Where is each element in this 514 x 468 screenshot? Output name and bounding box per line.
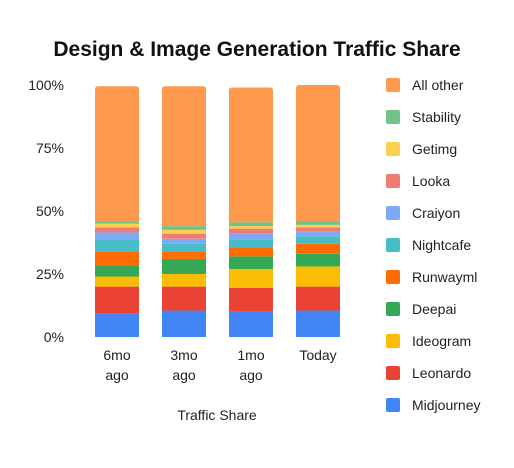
legend-item: Nightcafe — [386, 237, 471, 253]
x-tick-label: 3mo ago — [170, 347, 197, 383]
legend-swatch — [386, 302, 400, 316]
legend-swatch — [386, 366, 400, 380]
legend-label: Getimg — [412, 141, 457, 157]
bar-segment — [229, 228, 273, 234]
bar-segment — [95, 86, 139, 222]
bar-segment — [229, 226, 273, 229]
legend-label: Runwayml — [412, 269, 477, 285]
legend-item: Ideogram — [386, 333, 471, 349]
bar-segment — [162, 86, 206, 227]
y-tick-label: 0% — [44, 329, 64, 345]
bar-stack — [296, 85, 340, 337]
legend-item: Stability — [386, 109, 461, 125]
legend-item: Getimg — [386, 141, 457, 157]
legend-swatch — [386, 398, 400, 412]
bar-stack — [95, 86, 139, 337]
x-tick-label: 6mo ago — [103, 347, 130, 383]
bar-segment — [296, 253, 340, 267]
bar-segment — [95, 251, 139, 266]
bar-segment — [229, 287, 273, 312]
bar-segment — [162, 233, 206, 239]
legend-item: Runwayml — [386, 269, 477, 285]
bar-segment — [95, 265, 139, 277]
legend-label: Leonardo — [412, 365, 471, 381]
bar-segment — [95, 276, 139, 287]
bar-segment — [296, 266, 340, 287]
bar-segment — [95, 221, 139, 224]
x-axis-label: Traffic Share — [177, 407, 257, 423]
x-axis-ticks: 6mo ago 3mo ago 1mo ago Today — [103, 347, 336, 383]
bar-segment — [229, 233, 273, 240]
legend-item: Deepai — [386, 301, 456, 317]
bars-group — [95, 85, 340, 337]
bar-segment — [162, 229, 206, 234]
bar-segment — [162, 258, 206, 274]
x-tick-label: 1mo ago — [237, 347, 264, 383]
bar-segment — [296, 236, 340, 244]
bar-segment — [296, 310, 340, 337]
legend-swatch — [386, 238, 400, 252]
bar-segment — [296, 243, 340, 254]
legend-swatch — [386, 110, 400, 124]
bar-stack — [162, 86, 206, 337]
bar-segment — [95, 239, 139, 252]
legend-item: Looka — [386, 173, 450, 189]
legend-label: Midjourney — [412, 397, 480, 413]
bar-segment — [296, 221, 340, 225]
y-tick-label: 25% — [36, 266, 64, 282]
y-tick-label: 50% — [36, 203, 64, 219]
legend-label: Stability — [412, 109, 461, 125]
bar-segment — [95, 227, 139, 233]
bar-stack — [229, 87, 273, 337]
y-axis-ticks: 0% 25% 50% 75% 100% — [28, 77, 64, 345]
legend-label: Ideogram — [412, 333, 471, 349]
legend-item: Craiyon — [386, 205, 460, 221]
bar-segment — [229, 222, 273, 227]
legend-swatch — [386, 142, 400, 156]
chart-title: Design & Image Generation Traffic Share — [53, 38, 460, 61]
bar-segment — [296, 85, 340, 222]
legend-item: All other — [386, 77, 464, 93]
bar-segment — [95, 286, 139, 314]
bar-segment — [229, 247, 273, 257]
legend-item: Leonardo — [386, 365, 471, 381]
y-tick-label: 75% — [36, 140, 64, 156]
bar-segment — [229, 87, 273, 223]
legend-swatch — [386, 270, 400, 284]
bar-segment — [162, 243, 206, 252]
bar-segment — [162, 251, 206, 259]
bar-segment — [95, 313, 139, 337]
legend-label: Deepai — [412, 301, 456, 317]
bar-segment — [229, 256, 273, 269]
bar-segment — [229, 311, 273, 337]
bar-segment — [95, 232, 139, 240]
bar-segment — [229, 239, 273, 248]
bar-segment — [162, 226, 206, 230]
legend-item: Midjourney — [386, 397, 480, 413]
legend-label: Looka — [412, 173, 450, 189]
legend-swatch — [386, 78, 400, 92]
legend-swatch — [386, 206, 400, 220]
legend-swatch — [386, 174, 400, 188]
y-tick-label: 100% — [28, 77, 64, 93]
bar-segment — [229, 268, 273, 288]
bar-segment — [162, 286, 206, 311]
legend-label: Craiyon — [412, 205, 460, 221]
bar-segment — [296, 231, 340, 237]
legend-label: All other — [412, 77, 464, 93]
legend: All other Stability Getimg Looka Craiyon Nigh… — [386, 77, 480, 413]
bar-segment — [296, 286, 340, 311]
bar-segment — [162, 310, 206, 337]
bar-segment — [95, 223, 139, 228]
x-tick-label: Today — [299, 347, 336, 363]
bar-segment — [296, 224, 340, 228]
bar-segment — [162, 274, 206, 287]
legend-label: Nightcafe — [412, 237, 471, 253]
bar-segment — [296, 227, 340, 232]
bar-segment — [162, 238, 206, 244]
legend-swatch — [386, 334, 400, 348]
